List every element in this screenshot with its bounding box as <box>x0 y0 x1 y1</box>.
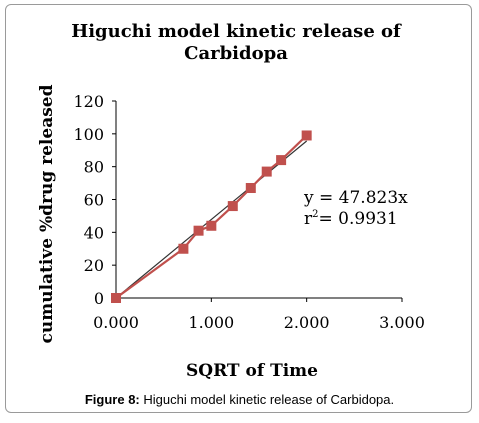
y-tick-label: 40 <box>84 223 104 242</box>
y-tick-labels: 0 20 40 60 80 100 120 <box>73 92 104 308</box>
data-markers <box>111 130 312 303</box>
chart: Higuchi model kinetic release of Carbido… <box>37 21 425 381</box>
y-tick-label: 80 <box>84 158 104 177</box>
data-point <box>206 220 217 231</box>
figure-frame <box>5 4 472 413</box>
trendline <box>115 140 308 299</box>
equation-label: y = 47.823x <box>303 188 408 208</box>
caption-text: Higuchi model kinetic release of Carbido… <box>139 392 395 407</box>
x-tick-label: 1.000 <box>188 313 234 332</box>
r-squared-label: r2= 0.9931 <box>304 209 398 229</box>
x-tick-marks <box>115 298 403 302</box>
y-tick-label: 100 <box>73 125 104 144</box>
y-tick-label: 20 <box>84 256 104 275</box>
data-point <box>111 293 121 303</box>
y-tick-label: 120 <box>73 92 104 111</box>
x-axis-label: SQRT of Time <box>186 361 318 381</box>
data-point <box>227 201 238 212</box>
x-tick-label: 0.000 <box>93 313 139 332</box>
data-point <box>261 166 272 177</box>
y-tick-label: 60 <box>84 191 104 210</box>
x-tick-labels: 0.000 1.000 2.000 3.000 <box>93 313 425 332</box>
data-point <box>276 155 287 166</box>
x-tick-label: 2.000 <box>284 313 330 332</box>
data-point <box>193 225 204 236</box>
data-point <box>245 183 256 194</box>
y-tick-marks <box>112 100 116 299</box>
x-tick-label: 3.000 <box>379 313 425 332</box>
chart-title-line-2: Carbidopa <box>184 43 288 64</box>
data-point <box>301 130 312 141</box>
caption-label: Figure 8: <box>84 392 140 407</box>
figure-caption: Figure 8: Higuchi model kinetic release … <box>0 392 479 407</box>
data-point <box>178 243 189 254</box>
y-tick-label: 0 <box>94 289 104 308</box>
y-axis-label: cumulative %drug released <box>37 84 57 343</box>
chart-title-line-1: Higuchi model kinetic release of <box>71 21 402 42</box>
